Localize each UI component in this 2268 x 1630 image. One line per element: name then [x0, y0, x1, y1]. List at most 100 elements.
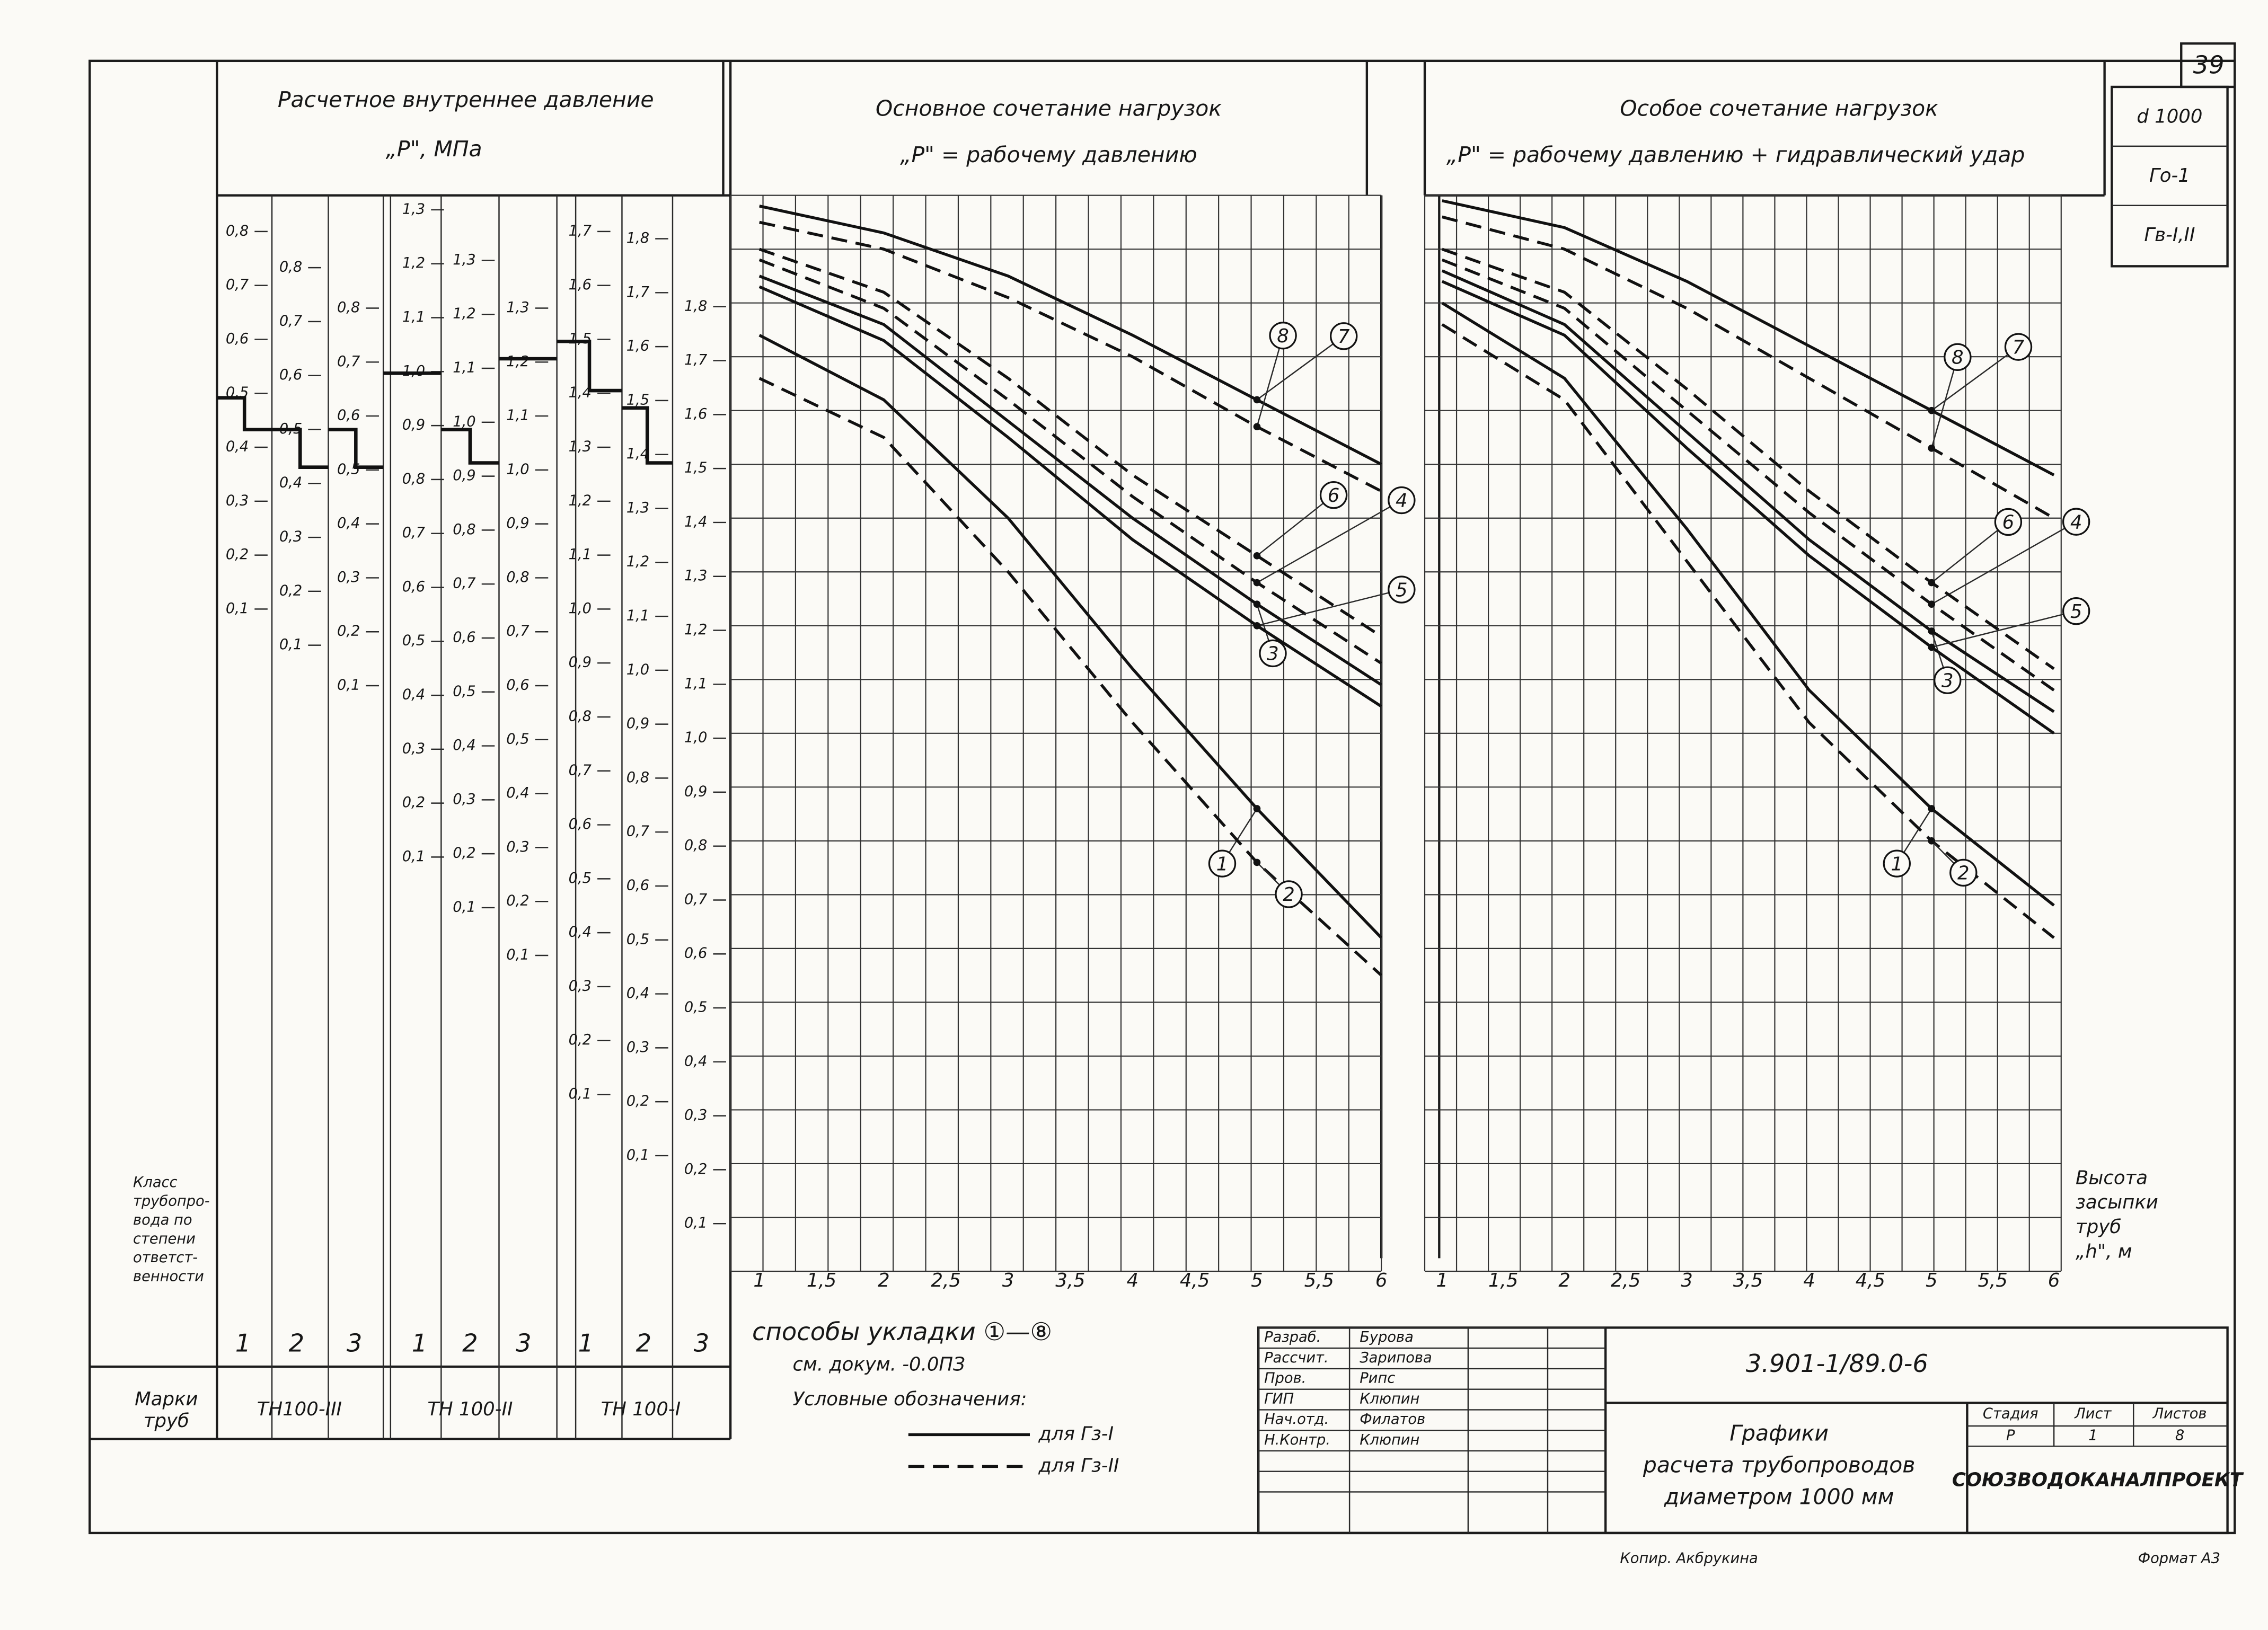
- scale-tick-label: 1,6: [684, 406, 707, 422]
- scale-tick-label: 0,3: [626, 1039, 649, 1056]
- curve-point: [1928, 805, 1936, 812]
- scale-tick-label: 0,5: [402, 633, 425, 649]
- pressure-title: Расчетное внутреннее давление: [278, 87, 654, 112]
- x-tick-label: 1: [1436, 1270, 1448, 1291]
- scale-step: [622, 406, 673, 465]
- person-name: Бурова: [1360, 1329, 1414, 1345]
- scale-tick-label: 0,4: [626, 985, 649, 1002]
- label-leader: [1256, 494, 1334, 556]
- scale-tick-label: 0,8: [453, 521, 475, 538]
- stamp-entry: d 1000: [2137, 105, 2202, 127]
- scale-tick-label: 0,7: [506, 623, 530, 640]
- curve-label-circle: [1883, 849, 1911, 878]
- height-label: Высота: [2076, 1167, 2148, 1189]
- scale-tick-label: 0,4: [569, 924, 592, 941]
- x-tick-label: 3,5: [1055, 1270, 1085, 1291]
- scale-tick-label: 1,0: [684, 730, 707, 746]
- class-number: 1: [578, 1329, 594, 1358]
- stamp-box: [2111, 85, 2229, 268]
- scale-tick-label: 0,4: [337, 515, 360, 531]
- curve-point: [1253, 805, 1261, 812]
- stage-value: 8: [2175, 1428, 2184, 1444]
- scale-tick-label: 0,3: [569, 978, 592, 994]
- scale-tick-label: 0,7: [279, 313, 303, 329]
- label-leader: [1931, 610, 2077, 648]
- curve-label-circle: [1388, 486, 1416, 515]
- curve-point: [1253, 858, 1261, 866]
- curve-label-circle: [1934, 666, 1962, 694]
- pipe-grade: ТН100-III: [257, 1398, 342, 1420]
- scale-tick-label: 0,6: [226, 331, 249, 347]
- scale-step: [217, 396, 272, 432]
- scale-tick-label: 1,6: [569, 277, 592, 293]
- pressure-curve: [1441, 247, 2055, 670]
- scale-tick-label: 1,7: [569, 223, 592, 239]
- legend-title: Условные обозначения:: [792, 1388, 1027, 1410]
- scale-tick-label: 0,1: [402, 848, 425, 865]
- pressure-curve: [1442, 215, 2055, 520]
- laying-methods: способы укладки ①—⑧: [752, 1317, 1052, 1346]
- scale-tick-label: 0,5: [569, 870, 592, 887]
- scale-tick-label: 0,8: [626, 769, 649, 786]
- scale-tick-label: 1,3: [626, 500, 649, 516]
- x-tick-label: 3: [1681, 1270, 1693, 1291]
- class-number: 2: [289, 1329, 305, 1358]
- scale-tick-label: 0,5: [626, 931, 649, 947]
- curve-label: 6: [2002, 512, 2015, 534]
- label-leader: [1256, 335, 1284, 427]
- pressure-curve: [758, 334, 1383, 939]
- scale-tick-label: 0,2: [279, 582, 302, 599]
- curve-point: [1928, 600, 1936, 608]
- scale-tick-label: 0,8: [402, 471, 425, 487]
- scale-tick-label: 0,4: [506, 785, 529, 801]
- scale-tick-label: 1,0: [402, 363, 425, 379]
- curve-point: [1253, 552, 1261, 560]
- class-label: трубопро-: [133, 1193, 209, 1209]
- label-leader: [1256, 499, 1402, 583]
- pressure-curve: [1441, 258, 2055, 692]
- label-leader: [1931, 357, 1958, 449]
- scale-tick-label: 1,1: [453, 360, 475, 376]
- scale-tick-label: 0,6: [684, 945, 707, 962]
- label-leader: [1257, 589, 1402, 626]
- scale-tick-label: 0,6: [337, 408, 360, 424]
- role: Пров.: [1264, 1370, 1306, 1387]
- scale-tick-label: 0,6: [453, 629, 475, 645]
- scale-tick-label: 0,2: [453, 845, 475, 862]
- scale-tick-label: 0,6: [279, 367, 302, 383]
- scale-tick-label: 0,8: [337, 299, 360, 316]
- scale-tick-label: 1,0: [626, 661, 649, 678]
- role: ГИП: [1264, 1390, 1294, 1407]
- stamp-entry: Го-1: [2149, 165, 2190, 187]
- x-tick-label: 1: [753, 1270, 765, 1291]
- person-name: Филатов: [1360, 1411, 1425, 1428]
- curve-label-circle: [1259, 639, 1287, 668]
- class-number: 2: [462, 1329, 478, 1358]
- pressure-unit: „Р", МПа: [386, 136, 482, 162]
- stage-header: Лист: [2074, 1406, 2112, 1422]
- pipe-grade: ТН 100-I: [601, 1398, 681, 1420]
- scale-tick-label: 0,5: [453, 683, 475, 699]
- curve-label-circle: [1269, 322, 1297, 350]
- curve-label-circle: [1944, 343, 1972, 371]
- scale-tick-label: 0,2: [684, 1161, 707, 1177]
- scale-tick-label: 0,4: [453, 737, 475, 754]
- class-number: 1: [412, 1329, 428, 1358]
- class-label: Класс: [133, 1174, 177, 1191]
- curve-label: 6: [1328, 485, 1340, 507]
- scale-tick-label: 1,1: [684, 676, 707, 692]
- curve-point: [1928, 444, 1936, 452]
- scale-tick-label: 1,7: [626, 284, 650, 300]
- scale-tick-label: 0,7: [402, 525, 426, 541]
- scale-tick-label: 0,7: [569, 762, 592, 778]
- label-leader: [1931, 521, 2077, 605]
- curve-label-circle: [1208, 849, 1237, 878]
- label-leader: [1931, 521, 2009, 583]
- curve-label-circle: [2062, 597, 2090, 625]
- curve-label: 2: [1283, 884, 1295, 906]
- scale-tick-label: 1,4: [626, 446, 649, 462]
- scale-step: [272, 428, 329, 469]
- curve-label-circle: [1330, 322, 1358, 350]
- curve-point: [1928, 406, 1936, 414]
